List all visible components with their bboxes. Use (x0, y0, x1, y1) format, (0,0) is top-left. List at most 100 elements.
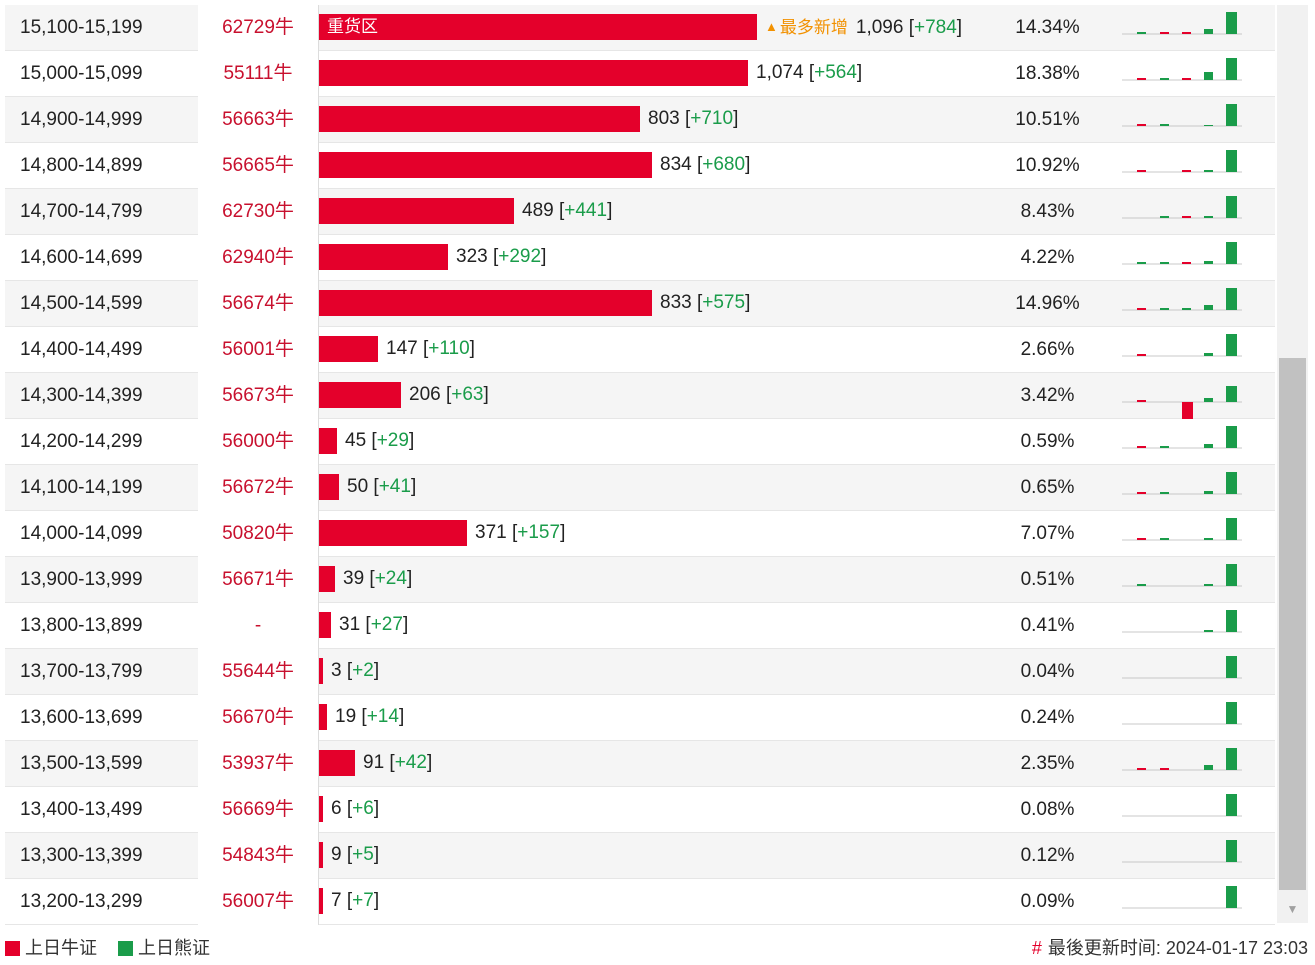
sparkline-bar (1160, 768, 1169, 770)
vertical-scrollbar[interactable]: ▼ (1277, 5, 1308, 923)
table-row[interactable]: 14,200-14,299 56000牛 45 [+29] 0.59% (5, 419, 1275, 465)
table-row[interactable]: 13,300-13,399 54843牛 9 [+5] 0.12% (5, 833, 1275, 879)
cbbc-code-link[interactable]: 56670牛 (198, 695, 318, 741)
table-row[interactable]: 15,100-15,199 62729牛 重货区 ▲ 最多新增 1,096 [+784] 1… (5, 5, 1275, 51)
sparkline-bar (1204, 125, 1213, 126)
five-day-sparkline (1122, 426, 1242, 449)
bar-cell: 45 [+29] (318, 419, 998, 465)
table-row[interactable]: 14,500-14,599 56674牛 833 [+575] 14.96% (5, 281, 1275, 327)
sparkline-bar (1226, 748, 1237, 770)
strike-range: 14,400-14,499 (20, 339, 143, 360)
sparkline-bar (1137, 78, 1146, 80)
cbbc-code-link[interactable]: 56672牛 (198, 465, 318, 511)
quantity-value: 45 (345, 430, 367, 451)
cbbc-code-link[interactable]: 56663牛 (198, 97, 318, 143)
sparkline-bar (1226, 12, 1237, 34)
sparkline-bar (1137, 492, 1146, 494)
cbbc-code-link[interactable]: 62729牛 (198, 5, 318, 51)
quantity-change: +41 (378, 476, 411, 497)
quantity-change: +7 (352, 890, 374, 911)
quantity-label: 489 [+441] (522, 200, 613, 221)
cbbc-code-link[interactable]: 56671牛 (198, 557, 318, 603)
five-day-sparkline (1122, 794, 1242, 817)
heavy-zone-tag: 重货区 (327, 17, 378, 36)
bar-cell: 489 [+441] (318, 189, 998, 235)
bar-cell: 834 [+680] (318, 143, 998, 189)
quantity-bar (319, 566, 335, 592)
bull-suffix: 牛 (274, 109, 294, 130)
cbbc-code-link[interactable]: 50820牛 (198, 511, 318, 557)
table-row[interactable]: 14,000-14,099 50820牛 371 [+157] 7.07% (5, 511, 1275, 557)
five-day-sparkline (1122, 104, 1242, 127)
table-row[interactable]: 14,400-14,499 56001牛 147 [+110] 2.66% (5, 327, 1275, 373)
strike-range: 14,900-14,999 (20, 109, 143, 130)
sparkline-bar (1204, 630, 1213, 632)
bar-cell: 803 [+710] (318, 97, 998, 143)
cbbc-code-link[interactable]: 56674牛 (198, 281, 318, 327)
percent-share: 2.35% (1020, 753, 1075, 774)
table-row[interactable]: 13,900-13,999 56671牛 39 [+24] 0.51% (5, 557, 1275, 603)
sparkline-bar (1160, 78, 1169, 80)
cbbc-code-link[interactable]: 55111牛 (198, 51, 318, 97)
cbbc-code-link[interactable]: 53937牛 (198, 741, 318, 787)
percent-share: 2.66% (1020, 339, 1075, 360)
sparkline-bar (1226, 886, 1237, 908)
table-row[interactable]: 14,600-14,699 62940牛 323 [+292] 4.22% (5, 235, 1275, 281)
sparkline-bar (1137, 584, 1146, 586)
scrollbar-thumb[interactable] (1279, 358, 1306, 890)
table-row[interactable]: 13,200-13,299 56007牛 7 [+7] 0.09% (5, 879, 1275, 925)
cbbc-code-link[interactable]: 62730牛 (198, 189, 318, 235)
cbbc-code-link[interactable]: 56665牛 (198, 143, 318, 189)
cbbc-code-link[interactable]: 56007牛 (198, 879, 318, 925)
percent-share: 0.12% (1020, 845, 1075, 866)
sparkline-bar (1160, 32, 1169, 34)
sparkline-bar (1204, 305, 1213, 310)
percent-share: 8.43% (1020, 201, 1075, 222)
cbbc-code-link[interactable]: - (198, 603, 318, 649)
quantity-label: 206 [+63] (409, 384, 489, 405)
cbbc-code-link[interactable]: 56001牛 (198, 327, 318, 373)
cbbc-code-link[interactable]: 54843牛 (198, 833, 318, 879)
five-day-sparkline (1122, 334, 1242, 357)
cbbc-code-link[interactable]: 56000牛 (198, 419, 318, 465)
sparkline-bar (1204, 491, 1213, 494)
table-row[interactable]: 13,400-13,499 56669牛 6 [+6] 0.08% (5, 787, 1275, 833)
table-row[interactable]: 13,500-13,599 53937牛 91 [+42] 2.35% (5, 741, 1275, 787)
bull-suffix: 牛 (274, 339, 294, 360)
cbbc-code-link[interactable]: 62940牛 (198, 235, 318, 281)
table-row[interactable]: 14,700-14,799 62730牛 489 [+441] 8.43% (5, 189, 1275, 235)
table-row[interactable]: 13,700-13,799 55644牛 3 [+2] 0.04% (5, 649, 1275, 695)
table-row[interactable]: 15,000-15,099 55111牛 1,074 [+564] 18.38% (5, 51, 1275, 97)
bar-cell: 19 [+14] (318, 695, 998, 741)
bear-swatch (118, 941, 134, 956)
sparkline-bar (1182, 170, 1191, 172)
quantity-label: 9 [+5] (331, 844, 380, 865)
sparkline-bar (1160, 446, 1169, 448)
table-row[interactable]: 14,800-14,899 56665牛 834 [+680] 10.92% (5, 143, 1275, 189)
percent-share: 0.59% (1020, 431, 1075, 452)
quantity-label: 91 [+42] (363, 752, 433, 773)
quantity-change: +292 (498, 246, 542, 267)
cbbc-code-link[interactable]: 56673牛 (198, 373, 318, 419)
sparkline-bar (1137, 446, 1146, 448)
bar-cell: 39 [+24] (318, 557, 998, 603)
table-row[interactable]: 14,300-14,399 56673牛 206 [+63] 3.42% (5, 373, 1275, 419)
bar-cell: 9 [+5] (318, 833, 998, 879)
table-row[interactable]: 13,800-13,899 -31 [+27] 0.41% (5, 603, 1275, 649)
quantity-change: +441 (564, 200, 608, 221)
quantity-value: 206 (409, 384, 441, 405)
five-day-sparkline (1122, 12, 1242, 35)
table-row[interactable]: 14,900-14,999 56663牛 803 [+710] 10.51% (5, 97, 1275, 143)
cbbc-code-link[interactable]: 56669牛 (198, 787, 318, 833)
bar-cell: 91 [+42] (318, 741, 998, 787)
quantity-label: 19 [+14] (335, 706, 405, 727)
bull-suffix: 牛 (274, 477, 294, 498)
bar-cell: 3 [+2] (318, 649, 998, 695)
hash-icon: # (1031, 938, 1042, 958)
quantity-value: 323 (456, 246, 488, 267)
scroll-down-arrow-icon[interactable]: ▼ (1286, 902, 1299, 916)
cbbc-code-link[interactable]: 55644牛 (198, 649, 318, 695)
table-row[interactable]: 13,600-13,699 56670牛 19 [+14] 0.24% (5, 695, 1275, 741)
table-row[interactable]: 14,100-14,199 56672牛 50 [+41] 0.65% (5, 465, 1275, 511)
bar-cell: 7 [+7] (318, 879, 998, 925)
